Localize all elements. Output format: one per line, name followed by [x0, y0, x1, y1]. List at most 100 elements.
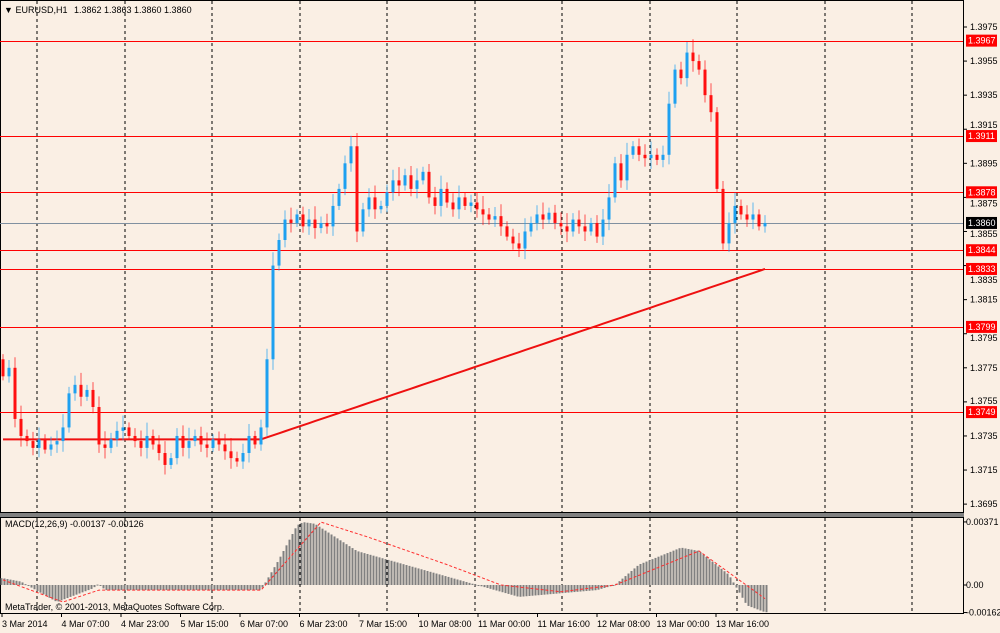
- candle-body: [19, 418, 23, 436]
- level-price-tag: [966, 244, 997, 257]
- macd-histogram-bar: [354, 550, 357, 585]
- level-price-label: 1.3833: [968, 264, 996, 274]
- macd-histogram-bar: [447, 576, 450, 585]
- candle-body: [373, 197, 377, 210]
- candle-body: [139, 441, 143, 448]
- candle-body: [421, 171, 425, 181]
- macd-histogram-bar: [636, 565, 639, 585]
- macd-histogram-bar: [570, 585, 573, 593]
- x-tick-label: 11 Mar 00:00: [478, 619, 530, 629]
- macd-histogram-bar: [471, 583, 474, 585]
- macd-histogram-bar: [762, 585, 765, 612]
- macd-histogram-bar: [258, 585, 261, 591]
- level-price-tag: [966, 34, 997, 47]
- main-pane-border: [0, 0, 964, 513]
- pane-separator: [0, 513, 964, 517]
- macd-histogram-bar: [174, 585, 177, 591]
- macd-histogram-bar: [693, 550, 696, 585]
- candle-body: [361, 209, 365, 232]
- macd-histogram-bar: [183, 585, 186, 591]
- x-tick-label: 11 Mar 16:00: [538, 619, 590, 629]
- candle-body: [289, 219, 293, 223]
- macd-histogram-bar: [84, 585, 87, 592]
- macd-histogram-bar: [402, 564, 405, 585]
- macd-histogram-bar: [495, 585, 498, 591]
- macd-histogram-bar: [498, 585, 501, 592]
- candle-body: [379, 205, 383, 210]
- x-tick-label: 7 Mar 15:00: [359, 619, 407, 629]
- macd-histogram-bar: [333, 536, 336, 585]
- x-tick-label: 13 Mar 16:00: [716, 619, 769, 629]
- macd-histogram-bar: [45, 585, 48, 597]
- collapse-triangle-icon[interactable]: ▼: [4, 5, 13, 15]
- macd-histogram-bar: [558, 585, 561, 594]
- macd-histogram-bar: [363, 553, 366, 585]
- candle-body: [391, 180, 395, 193]
- macd-histogram-bar: [522, 585, 525, 597]
- macd-histogram-bar: [264, 582, 267, 585]
- candle-body: [751, 214, 755, 220]
- x-tick-label: 5 Mar 15:00: [181, 619, 229, 629]
- macd-histogram-bar: [225, 585, 228, 591]
- macd-histogram-bar: [519, 585, 522, 597]
- macd-histogram-bar: [372, 555, 375, 585]
- macd-histogram-bar: [564, 585, 567, 593]
- candle-body: [703, 69, 707, 96]
- moving-average-line: [3, 268, 766, 441]
- macd-histogram-bar: [585, 585, 588, 592]
- candle-body: [457, 197, 461, 210]
- macd-histogram-bar: [399, 563, 402, 585]
- macd-histogram-bar: [147, 585, 150, 591]
- macd-histogram-bar: [534, 585, 537, 596]
- macd-histogram-bar: [549, 585, 552, 595]
- candle-body: [565, 226, 569, 232]
- level-price-tag: [966, 320, 997, 333]
- macd-label: MACD(12,26,9) -0.00137 -0.00126: [5, 519, 144, 529]
- candle-body: [619, 163, 623, 181]
- macd-histogram-bar: [681, 547, 684, 585]
- macd-histogram-bar: [27, 585, 30, 586]
- macd-y-tick-label: 0.00371: [966, 517, 999, 527]
- candle-body: [187, 441, 191, 448]
- y-tick-label: 1.3775: [970, 363, 998, 373]
- candle-body: [157, 444, 161, 453]
- macd-histogram-bar: [246, 585, 249, 591]
- candle-body: [409, 175, 413, 189]
- macd-histogram-bar: [3, 578, 6, 585]
- macd-histogram-bar: [648, 560, 651, 585]
- macd-histogram-bar: [744, 585, 747, 603]
- symbol-label: EURUSD,H1: [15, 5, 68, 15]
- macd-histogram-bar: [702, 554, 705, 585]
- macd-histogram-bar: [345, 544, 348, 585]
- macd-histogram-bar: [156, 585, 159, 591]
- macd-histogram-bar: [669, 551, 672, 585]
- macd-histogram-bar: [756, 585, 759, 610]
- candle-body: [715, 112, 719, 189]
- macd-histogram-bar: [552, 585, 555, 594]
- candle-body: [505, 226, 509, 237]
- macd-histogram-bar: [747, 585, 750, 606]
- candle-body: [331, 205, 335, 227]
- macd-histogram-bar: [405, 565, 408, 585]
- macd-histogram-bar: [489, 585, 492, 589]
- macd-histogram-bar: [654, 557, 657, 585]
- candle-body: [355, 146, 359, 232]
- macd-histogram-bar: [450, 577, 453, 585]
- macd-histogram-bar: [93, 585, 96, 588]
- macd-histogram-bar: [210, 585, 213, 591]
- candle-body: [463, 197, 467, 206]
- candle-body: [475, 202, 479, 210]
- macd-histogram-bar: [165, 585, 168, 591]
- macd-histogram-bar: [321, 528, 324, 585]
- macd-histogram-bar: [573, 585, 576, 593]
- y-tick-label: 1.3915: [970, 120, 998, 130]
- macd-histogram-bar: [243, 585, 246, 591]
- macd-histogram-bar: [288, 539, 291, 585]
- macd-histogram-bar: [240, 585, 243, 591]
- candle-body: [247, 435, 251, 453]
- macd-histogram-bar: [486, 585, 489, 588]
- macd-histogram-bar: [336, 538, 339, 585]
- macd-histogram-bar: [696, 550, 699, 585]
- y-tick-label: 1.3715: [970, 465, 998, 475]
